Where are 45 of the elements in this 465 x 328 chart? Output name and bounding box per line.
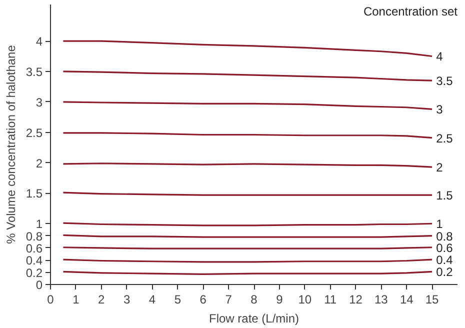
x-tick-label: 11 [324, 292, 337, 306]
series-label: 4 [436, 50, 444, 64]
x-tick-label: 2 [98, 292, 106, 306]
series-label: 1.5 [436, 188, 454, 203]
x-tick-label: 3 [123, 292, 130, 306]
y-tick-label: 0.4 [26, 254, 43, 268]
y-tick-label: 4 [36, 34, 43, 49]
x-tick-label: 0 [47, 292, 54, 306]
series-label: 2.5 [436, 131, 454, 146]
y-tick-label: 0.6 [26, 241, 43, 256]
x-tick-label: 14 [400, 292, 414, 306]
x-tick-label: 6 [200, 292, 207, 306]
x-tick-label: 4 [148, 292, 156, 306]
line-series [62, 70, 433, 82]
x-tick-label: 5 [174, 292, 182, 306]
x-axis-title: Flow rate (L/min) [208, 312, 300, 326]
y-axis-title: % Volume concentration of halothane [4, 44, 18, 244]
y-tick-label: 2.5 [26, 126, 43, 140]
line-series [62, 101, 433, 110]
series-label: 0.8 [436, 229, 454, 244]
series-label: 3 [436, 102, 444, 117]
series-label: 0.6 [436, 240, 454, 255]
x-tick-label: 1 [72, 292, 80, 306]
y-tick-label: 1 [36, 217, 43, 232]
legend-title: Concentration set [363, 4, 458, 18]
x-tick-label: 12 [349, 292, 363, 306]
y-tick-label: 3 [36, 95, 43, 110]
series-label: 0.4 [436, 253, 454, 268]
x-tick-label: 8 [250, 292, 258, 306]
x-tick-label: 10 [298, 292, 312, 306]
x-tick-label: 15 [425, 292, 440, 306]
x-tick-label: 7 [225, 292, 232, 306]
y-tick-label: 1.5 [26, 186, 43, 201]
x-tick-label: 13 [374, 292, 388, 306]
series-label: 1 [436, 217, 444, 232]
y-tick-label: 2 [36, 156, 43, 170]
series-label: 0.2 [436, 265, 454, 280]
y-tick-label: 3.5 [26, 64, 43, 79]
series-label: 3.5 [436, 74, 454, 88]
y-tick-label: 0.8 [26, 229, 43, 244]
series-label: 2 [436, 160, 444, 175]
line-series [62, 40, 433, 58]
y-tick-label: 0 [36, 278, 43, 292]
x-tick-label: 9 [276, 292, 284, 306]
y-tick-label: 0.2 [26, 266, 43, 280]
